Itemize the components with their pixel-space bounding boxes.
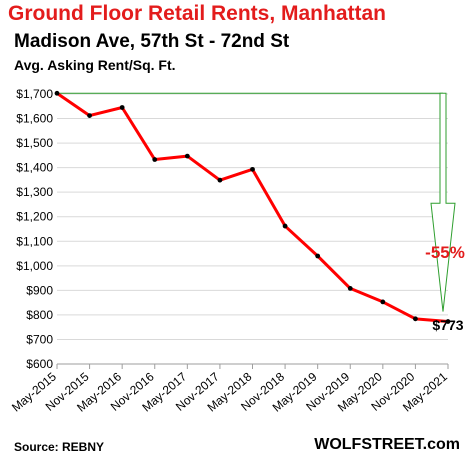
- last-value-label: $773: [432, 317, 463, 333]
- data-point: [250, 166, 255, 172]
- source-note: Source: REBNY: [14, 440, 105, 454]
- series-line-path: [56, 92, 449, 324]
- data-point: [282, 223, 288, 229]
- y-tick-label: $600: [26, 357, 53, 371]
- y-tick-label: $1,000: [16, 259, 53, 273]
- y-tick-label: $1,100: [16, 234, 53, 248]
- y-tick-label: $1,400: [16, 161, 53, 175]
- series-line: [56, 92, 449, 324]
- x-tick-labels: May-2015Nov-2015May-2016Nov-2016May-2017…: [9, 369, 450, 414]
- data-point: [119, 105, 125, 110]
- chart-subtitle: Madison Ave, 57th St - 72nd St: [14, 31, 290, 52]
- brand-logo-text: WOLFSTREET.com: [314, 436, 460, 453]
- change-percent-label: -55%: [425, 243, 465, 262]
- data-point: [217, 177, 223, 183]
- y-tick-labels: $600 $700 $800 $900 $1,000 $1,100 $1,200 $1,300…: [16, 87, 53, 371]
- y-tick-label: $1,200: [16, 210, 53, 224]
- y-tick-label: $700: [26, 332, 53, 346]
- data-point: [380, 299, 386, 305]
- y-tick-label: $1,300: [16, 185, 53, 199]
- y-tick-label: $800: [26, 308, 53, 322]
- data-point: [445, 319, 451, 324]
- y-tick-label: $1,500: [16, 136, 53, 150]
- data-point: [413, 316, 418, 322]
- data-point: [184, 153, 190, 159]
- y-tick-label: $900: [26, 283, 53, 297]
- axes: [56, 363, 449, 369]
- down-arrow: [430, 92, 456, 312]
- data-point: [152, 157, 158, 162]
- y-tick-label: $1,700: [16, 87, 53, 101]
- data-point: [347, 286, 353, 291]
- y-tick-label: $1,600: [16, 112, 53, 126]
- data-points: [54, 90, 451, 324]
- data-point: [87, 113, 92, 118]
- data-point: [54, 90, 60, 96]
- gridlines: [57, 93, 448, 365]
- chart-title: Ground Floor Retail Rents, Manhattan: [8, 2, 387, 25]
- data-point: [315, 253, 321, 259]
- change-arrow: [57, 92, 456, 312]
- y-axis-label: Avg. Asking Rent/Sq. Ft.: [14, 57, 176, 73]
